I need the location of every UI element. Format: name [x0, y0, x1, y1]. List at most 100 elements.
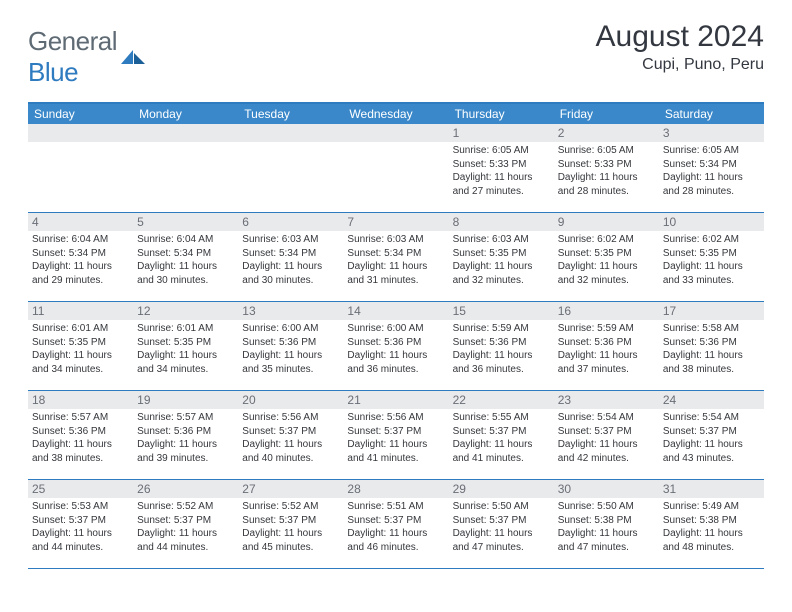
- day-line: Sunrise: 5:52 AM: [137, 500, 234, 514]
- day-line: Sunrise: 5:59 AM: [453, 322, 550, 336]
- day-number: 12: [133, 302, 238, 320]
- day-line: Daylight: 11 hours: [453, 171, 550, 185]
- day-number: 22: [449, 391, 554, 409]
- day-cell: 10Sunrise: 6:02 AMSunset: 5:35 PMDayligh…: [659, 213, 764, 301]
- day-line: and 40 minutes.: [242, 452, 339, 466]
- day-cell: 27Sunrise: 5:52 AMSunset: 5:37 PMDayligh…: [238, 480, 343, 568]
- day-line: Sunset: 5:34 PM: [137, 247, 234, 261]
- day-cell: 16Sunrise: 5:59 AMSunset: 5:36 PMDayligh…: [554, 302, 659, 390]
- day-cell: 3Sunrise: 6:05 AMSunset: 5:34 PMDaylight…: [659, 124, 764, 212]
- day-content: Sunrise: 5:55 AMSunset: 5:37 PMDaylight:…: [449, 409, 554, 469]
- day-cell: 29Sunrise: 5:50 AMSunset: 5:37 PMDayligh…: [449, 480, 554, 568]
- day-cell: 14Sunrise: 6:00 AMSunset: 5:36 PMDayligh…: [343, 302, 448, 390]
- day-line: Daylight: 11 hours: [32, 260, 129, 274]
- day-line: Sunrise: 6:01 AM: [32, 322, 129, 336]
- day-cell: 26Sunrise: 5:52 AMSunset: 5:37 PMDayligh…: [133, 480, 238, 568]
- day-number: 6: [238, 213, 343, 231]
- day-content: Sunrise: 5:58 AMSunset: 5:36 PMDaylight:…: [659, 320, 764, 380]
- day-line: Daylight: 11 hours: [242, 527, 339, 541]
- day-line: Sunrise: 5:58 AM: [663, 322, 760, 336]
- weekday-header: Tuesday: [238, 104, 343, 124]
- day-cell: 19Sunrise: 5:57 AMSunset: 5:36 PMDayligh…: [133, 391, 238, 479]
- day-line: Sunset: 5:36 PM: [347, 336, 444, 350]
- day-number: 5: [133, 213, 238, 231]
- day-line: and 28 minutes.: [558, 185, 655, 199]
- day-line: Daylight: 11 hours: [32, 527, 129, 541]
- day-line: and 32 minutes.: [558, 274, 655, 288]
- day-line: Daylight: 11 hours: [32, 438, 129, 452]
- day-number: 14: [343, 302, 448, 320]
- day-cell: .: [28, 124, 133, 212]
- day-line: and 47 minutes.: [558, 541, 655, 555]
- day-line: Sunset: 5:34 PM: [242, 247, 339, 261]
- day-line: Sunset: 5:33 PM: [453, 158, 550, 172]
- day-line: Sunrise: 5:50 AM: [558, 500, 655, 514]
- day-content: [133, 142, 238, 148]
- day-number: 27: [238, 480, 343, 498]
- day-line: Sunset: 5:37 PM: [347, 514, 444, 528]
- day-number: 29: [449, 480, 554, 498]
- day-content: Sunrise: 5:59 AMSunset: 5:36 PMDaylight:…: [449, 320, 554, 380]
- day-line: Daylight: 11 hours: [242, 349, 339, 363]
- day-line: Sunset: 5:35 PM: [663, 247, 760, 261]
- day-line: Sunset: 5:34 PM: [663, 158, 760, 172]
- day-line: Sunrise: 6:03 AM: [347, 233, 444, 247]
- day-line: Daylight: 11 hours: [453, 260, 550, 274]
- day-line: and 36 minutes.: [347, 363, 444, 377]
- day-number: .: [28, 124, 133, 142]
- day-cell: 30Sunrise: 5:50 AMSunset: 5:38 PMDayligh…: [554, 480, 659, 568]
- week-row: 4Sunrise: 6:04 AMSunset: 5:34 PMDaylight…: [28, 213, 764, 302]
- day-cell: 1Sunrise: 6:05 AMSunset: 5:33 PMDaylight…: [449, 124, 554, 212]
- day-cell: 2Sunrise: 6:05 AMSunset: 5:33 PMDaylight…: [554, 124, 659, 212]
- day-line: Sunset: 5:36 PM: [137, 425, 234, 439]
- day-cell: 18Sunrise: 5:57 AMSunset: 5:36 PMDayligh…: [28, 391, 133, 479]
- day-cell: .: [238, 124, 343, 212]
- sail-icon: [119, 48, 147, 66]
- day-line: and 30 minutes.: [137, 274, 234, 288]
- day-line: Sunrise: 6:05 AM: [663, 144, 760, 158]
- day-line: Daylight: 11 hours: [558, 438, 655, 452]
- day-line: and 27 minutes.: [453, 185, 550, 199]
- weekday-header: Sunday: [28, 104, 133, 124]
- day-line: Daylight: 11 hours: [663, 260, 760, 274]
- weeks-container: ....1Sunrise: 6:05 AMSunset: 5:33 PMDayl…: [28, 124, 764, 569]
- day-number: 11: [28, 302, 133, 320]
- day-number: 10: [659, 213, 764, 231]
- day-line: Sunset: 5:34 PM: [32, 247, 129, 261]
- day-line: Daylight: 11 hours: [453, 349, 550, 363]
- day-line: Daylight: 11 hours: [242, 260, 339, 274]
- day-content: Sunrise: 5:54 AMSunset: 5:37 PMDaylight:…: [554, 409, 659, 469]
- day-content: [343, 142, 448, 148]
- day-line: Daylight: 11 hours: [137, 527, 234, 541]
- week-row: ....1Sunrise: 6:05 AMSunset: 5:33 PMDayl…: [28, 124, 764, 213]
- day-number: 19: [133, 391, 238, 409]
- day-line: and 43 minutes.: [663, 452, 760, 466]
- day-line: Sunset: 5:35 PM: [137, 336, 234, 350]
- day-number: 2: [554, 124, 659, 142]
- day-line: Sunrise: 5:59 AM: [558, 322, 655, 336]
- day-line: Sunset: 5:33 PM: [558, 158, 655, 172]
- day-line: Sunset: 5:36 PM: [558, 336, 655, 350]
- day-cell: 11Sunrise: 6:01 AMSunset: 5:35 PMDayligh…: [28, 302, 133, 390]
- day-line: Sunrise: 5:52 AM: [242, 500, 339, 514]
- day-line: Sunset: 5:37 PM: [32, 514, 129, 528]
- day-line: Sunrise: 5:56 AM: [242, 411, 339, 425]
- day-line: Daylight: 11 hours: [663, 438, 760, 452]
- day-line: Sunrise: 5:51 AM: [347, 500, 444, 514]
- day-cell: 5Sunrise: 6:04 AMSunset: 5:34 PMDaylight…: [133, 213, 238, 301]
- day-number: 15: [449, 302, 554, 320]
- day-number: .: [238, 124, 343, 142]
- day-cell: 31Sunrise: 5:49 AMSunset: 5:38 PMDayligh…: [659, 480, 764, 568]
- weekday-row: SundayMondayTuesdayWednesdayThursdayFrid…: [28, 104, 764, 124]
- day-line: Sunrise: 6:04 AM: [137, 233, 234, 247]
- day-content: [238, 142, 343, 148]
- day-content: Sunrise: 6:00 AMSunset: 5:36 PMDaylight:…: [238, 320, 343, 380]
- day-line: Daylight: 11 hours: [663, 349, 760, 363]
- day-number: 1: [449, 124, 554, 142]
- day-cell: 25Sunrise: 5:53 AMSunset: 5:37 PMDayligh…: [28, 480, 133, 568]
- day-line: Daylight: 11 hours: [663, 171, 760, 185]
- day-cell: .: [343, 124, 448, 212]
- calendar: SundayMondayTuesdayWednesdayThursdayFrid…: [28, 102, 764, 569]
- day-line: and 33 minutes.: [663, 274, 760, 288]
- weekday-header: Friday: [554, 104, 659, 124]
